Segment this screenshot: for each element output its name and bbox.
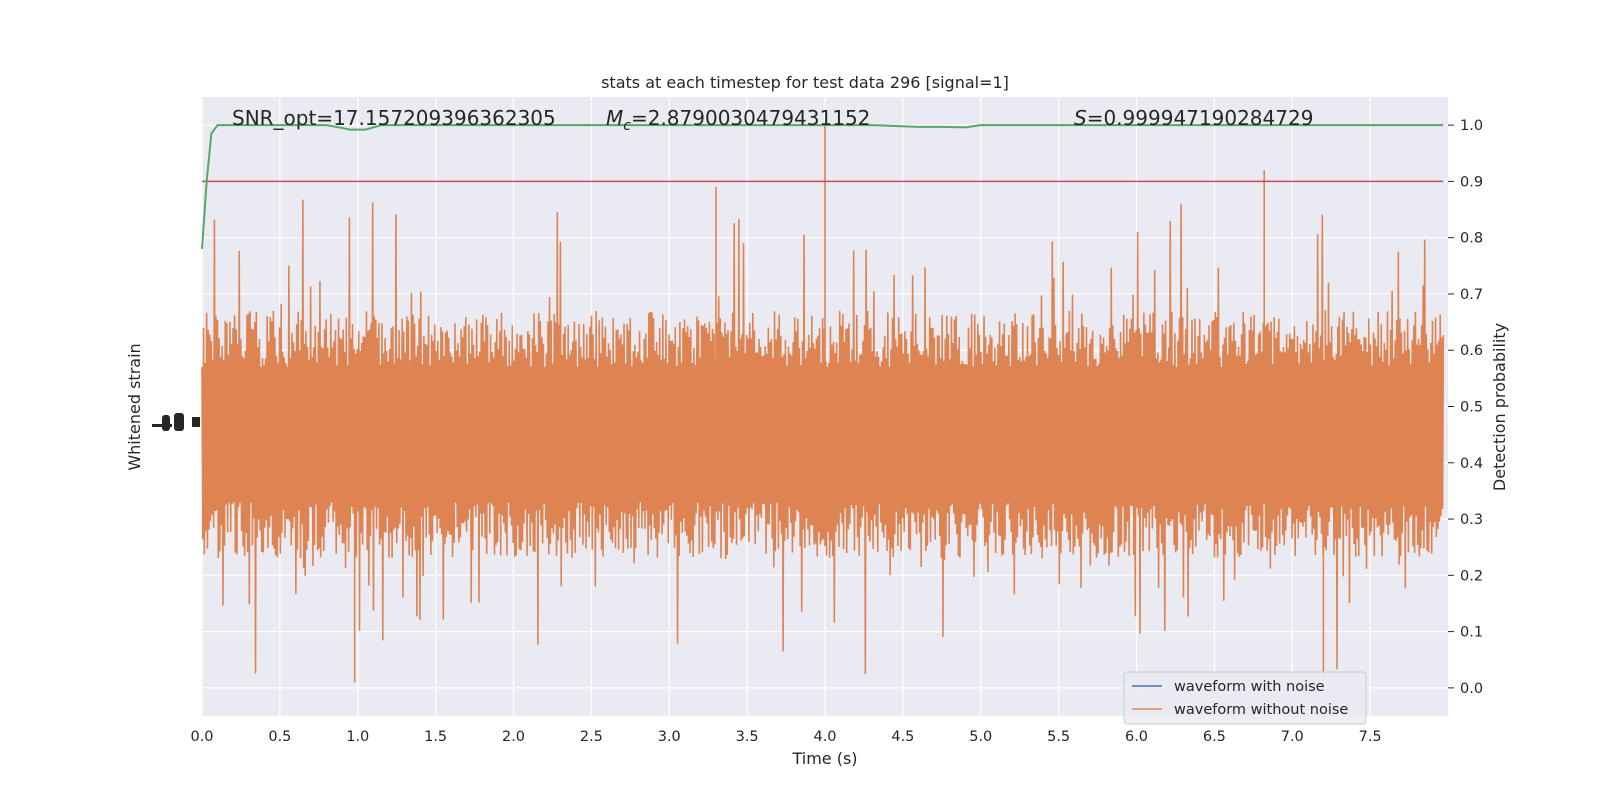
x-axis-label: Time (s)	[791, 749, 857, 768]
waveform-without-noise-path	[201, 125, 1445, 683]
x-tick-label: 3.5	[736, 729, 759, 745]
chirp-mass-annotation: Mc=2.8790030479431152	[606, 106, 870, 134]
x-tick-label: 6.0	[1125, 729, 1148, 745]
chart-title: stats at each timestep for test data 296…	[601, 73, 1009, 92]
x-tick-label: 6.5	[1203, 729, 1226, 745]
x-tick-label: 2.0	[502, 729, 525, 745]
legend-box	[1123, 671, 1367, 725]
detection-probability-line	[201, 124, 1444, 250]
stat-annotations: SNR_opt=17.157209396362305 Mc=2.87900304…	[232, 106, 1313, 134]
y-tick-label: 1.0	[1460, 118, 1483, 134]
legend-label-with-noise: waveform with noise	[1174, 679, 1325, 695]
y-right-tick-labels: 0.0 0.1 0.2 0.3 0.4 0.5 0.6 0.7 0.8 0.9 1.0	[1448, 118, 1483, 697]
snr-statistic-annotation: S=0.999947190284729	[1074, 106, 1313, 130]
y-tick-label: 0.1	[1460, 625, 1483, 641]
y-tick-label: 0.5	[1460, 400, 1483, 416]
right-y-axis-label: Detection probability	[1490, 323, 1509, 491]
x-tick-label: 5.5	[1047, 729, 1070, 745]
left-y-axis-label: Whitened strain	[125, 343, 144, 470]
chirp-mass-subscript: c	[623, 118, 631, 134]
legend: waveform with noise waveform without noi…	[1123, 671, 1367, 725]
y-tick-label: 0.2	[1460, 568, 1483, 584]
x-tick-label: 7.5	[1359, 729, 1382, 745]
smudge-mark	[174, 413, 184, 431]
x-tick-label: 4.0	[813, 729, 836, 745]
x-tick-label: 4.5	[891, 729, 914, 745]
y-tick-label: 0.3	[1460, 512, 1483, 528]
x-tick-labels: 0.0 0.5 1.0 1.5 2.0 2.5 3.0 3.5 4.0 4.5 5.0 5.5 6.0 6…	[190, 729, 1381, 745]
y-tick-label: 0.4	[1460, 456, 1483, 472]
x-tick-label: 1.5	[424, 729, 447, 745]
chirp-mass-symbol: M	[606, 106, 623, 130]
snr-annotation: SNR_opt=17.157209396362305	[232, 106, 556, 130]
waveform-without-noise-series	[201, 125, 1445, 683]
left-axis-tick-smudge	[152, 413, 200, 431]
y-tick-label: 0.6	[1460, 343, 1483, 359]
x-tick-label: 7.0	[1281, 729, 1304, 745]
x-tick-label: 5.0	[969, 729, 992, 745]
x-tick-label: 3.0	[658, 729, 681, 745]
chirp-mass-value: =2.8790030479431152	[631, 106, 870, 130]
x-tick-label: 0.0	[190, 729, 213, 745]
y-tick-label: 0.0	[1460, 681, 1483, 697]
waveform-dense-band	[202, 367, 1444, 503]
y-tick-label: 0.9	[1460, 174, 1483, 190]
y-tick-label: 0.8	[1460, 231, 1483, 247]
statistic-value: =0.999947190284729	[1087, 106, 1314, 130]
x-tick-label: 1.0	[346, 729, 369, 745]
smudge-mark	[162, 415, 170, 431]
legend-label-without-noise: waveform without noise	[1174, 702, 1348, 718]
smudge-mark	[192, 417, 200, 427]
x-tick-label: 0.5	[268, 729, 291, 745]
statistic-symbol: S	[1074, 106, 1087, 130]
y-tick-label: 0.7	[1460, 287, 1483, 303]
x-tick-label: 2.5	[580, 729, 603, 745]
